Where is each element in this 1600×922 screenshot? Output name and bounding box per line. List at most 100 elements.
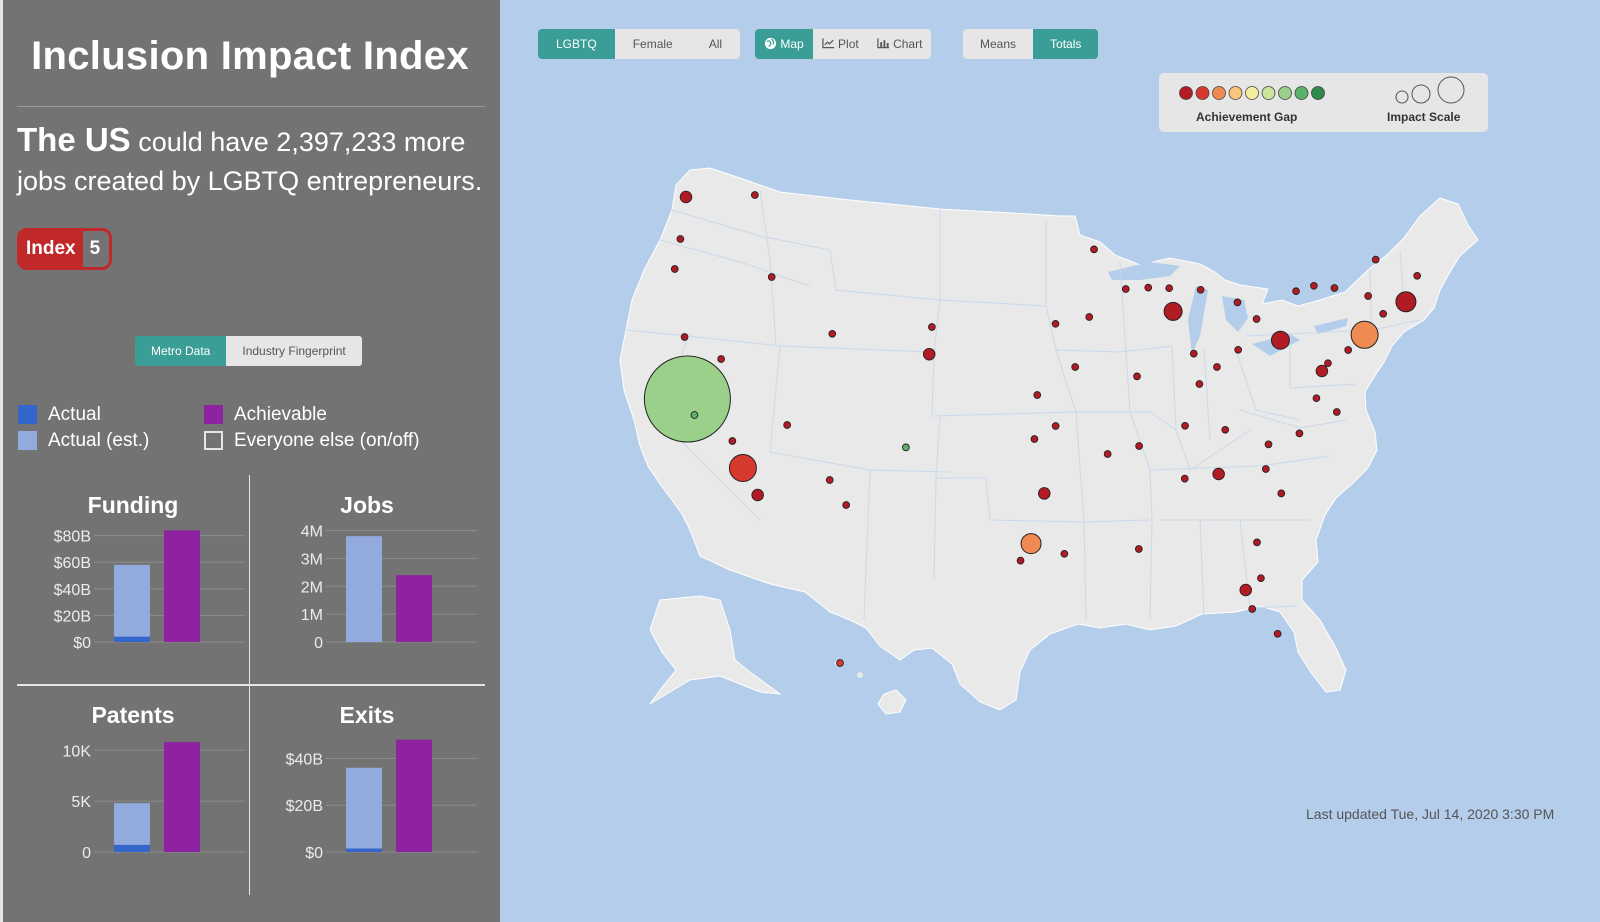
data-view-toggle: Metro Data Industry Fingerprint: [135, 336, 362, 366]
achievement-gap-swatches: [1179, 86, 1325, 100]
metro-point: [1310, 281, 1318, 290]
metro-point: [750, 191, 759, 199]
headline: The US could have 2,397,233 more jobs cr…: [17, 120, 487, 201]
metro-point: [1060, 549, 1069, 558]
headline-country: The US: [17, 121, 131, 158]
tick-label: $0: [305, 845, 323, 862]
totals-button[interactable]: Totals: [1033, 29, 1099, 59]
metro-point: [902, 443, 910, 452]
headline-text-1: could have 2,397,233 more: [138, 127, 466, 157]
metro-point: [1189, 349, 1198, 358]
group-toggle: LGBTQ Female All: [538, 29, 741, 59]
view-map-button[interactable]: Map: [755, 29, 813, 59]
tick-label: $60B: [54, 555, 91, 572]
metro-point: [751, 488, 764, 502]
view-plot-button[interactable]: Plot: [813, 29, 868, 59]
metro-point: [1277, 489, 1286, 498]
metro-point: [1332, 408, 1341, 416]
globe-icon: [764, 37, 780, 51]
legend-achievable: Achievable: [234, 404, 327, 425]
legend-actual-est: Actual (est.): [48, 430, 150, 451]
metro-point: [1330, 284, 1339, 292]
metro-point: [1085, 313, 1094, 321]
group-all-button[interactable]: All: [708, 37, 723, 51]
metro-point: [1312, 394, 1321, 403]
tick-label: $40B: [286, 751, 323, 768]
metro-point: [1165, 284, 1174, 293]
exits-chart: $40B $20B $0: [286, 739, 477, 862]
tick-label: 3M: [301, 551, 323, 568]
industry-fingerprint-tab[interactable]: Industry Fingerprint: [226, 336, 362, 366]
tick-label: $20B: [54, 608, 91, 625]
bar-actual: [346, 848, 382, 852]
index-badge-label: Index: [20, 231, 83, 267]
metro-data-tab[interactable]: Metro Data: [135, 336, 227, 366]
chart-grid-divider-horizontal: [17, 684, 485, 686]
patents-chart: 10K 5K 0: [63, 742, 245, 862]
metro-point: [1221, 425, 1230, 434]
tick-label: $20B: [286, 798, 323, 815]
tick-label: $40B: [54, 582, 91, 599]
metro-point: [1252, 315, 1261, 323]
bar-actual-est: [114, 803, 150, 852]
tick-label: 1M: [301, 607, 323, 624]
view-chart-label: Chart: [893, 37, 923, 51]
metro-point: [1090, 245, 1098, 254]
metro-point: [1324, 359, 1332, 368]
metro-point: [690, 411, 699, 419]
sidebar-edge: [0, 0, 3, 922]
metro-point: [1213, 363, 1221, 371]
metro-point: [928, 323, 936, 331]
metro-point: [1395, 291, 1417, 313]
jobs-chart: 4M 3M 2M 1M 0: [301, 525, 477, 652]
tick-label: $0: [73, 635, 91, 652]
bar-achievable: [396, 739, 432, 852]
means-button[interactable]: Means: [980, 37, 1017, 51]
metro-point: [1071, 363, 1080, 371]
achievement-gap-label: Achievement Gap: [1196, 110, 1298, 124]
metro-point: [676, 235, 685, 243]
funding-chart: $80B $60B $40B $20B $0: [54, 529, 245, 652]
impact-scale-large: [1437, 76, 1465, 104]
metro-point: [1133, 372, 1141, 381]
metro-point: [717, 355, 725, 363]
great-lakes: [1108, 262, 1348, 356]
metro-point: [1212, 467, 1225, 481]
view-map-label: Map: [780, 37, 804, 51]
gap-swatch: [1228, 86, 1243, 100]
gap-swatch: [1261, 86, 1276, 100]
us-map[interactable]: [500, 0, 1600, 922]
metro-point: [679, 190, 693, 204]
metro-point: [1248, 605, 1257, 613]
bar-achievable: [164, 742, 200, 852]
metro-point: [1350, 320, 1379, 349]
group-lgbtq-button[interactable]: LGBTQ: [538, 29, 615, 59]
metro-point: [1051, 422, 1060, 430]
metro-point: [1016, 556, 1025, 565]
metro-point: [1180, 474, 1189, 483]
metro-point: [1233, 298, 1242, 307]
view-chart-button[interactable]: Chart: [868, 29, 932, 59]
metro-point: [670, 265, 679, 273]
legend-actual: Actual: [48, 404, 101, 425]
view-plot-label: Plot: [838, 37, 859, 51]
app-title: Inclusion Impact Index: [31, 34, 469, 78]
index-badge[interactable]: Index 5: [17, 228, 113, 270]
metro-point: [643, 355, 731, 443]
patents-chart-title: Patents: [91, 702, 175, 728]
gap-swatch: [1294, 86, 1309, 100]
exits-chart-title: Exits: [339, 702, 395, 728]
impact-scale-small: [1395, 90, 1409, 104]
metro-point: [1239, 583, 1253, 597]
metro-point: [1292, 287, 1300, 296]
metro-point: [728, 454, 757, 482]
line-chart-icon: [822, 37, 838, 51]
gap-swatch: [1195, 86, 1210, 100]
group-female-button[interactable]: Female: [632, 37, 673, 51]
metro-point: [1257, 574, 1265, 583]
metro-point: [1261, 465, 1270, 473]
headline-text-2: jobs created by LGBTQ entrepreneurs.: [17, 166, 483, 196]
everyone-else-checkbox[interactable]: [204, 431, 223, 450]
metro-point: [1364, 292, 1372, 300]
bar-achievable: [396, 575, 432, 642]
